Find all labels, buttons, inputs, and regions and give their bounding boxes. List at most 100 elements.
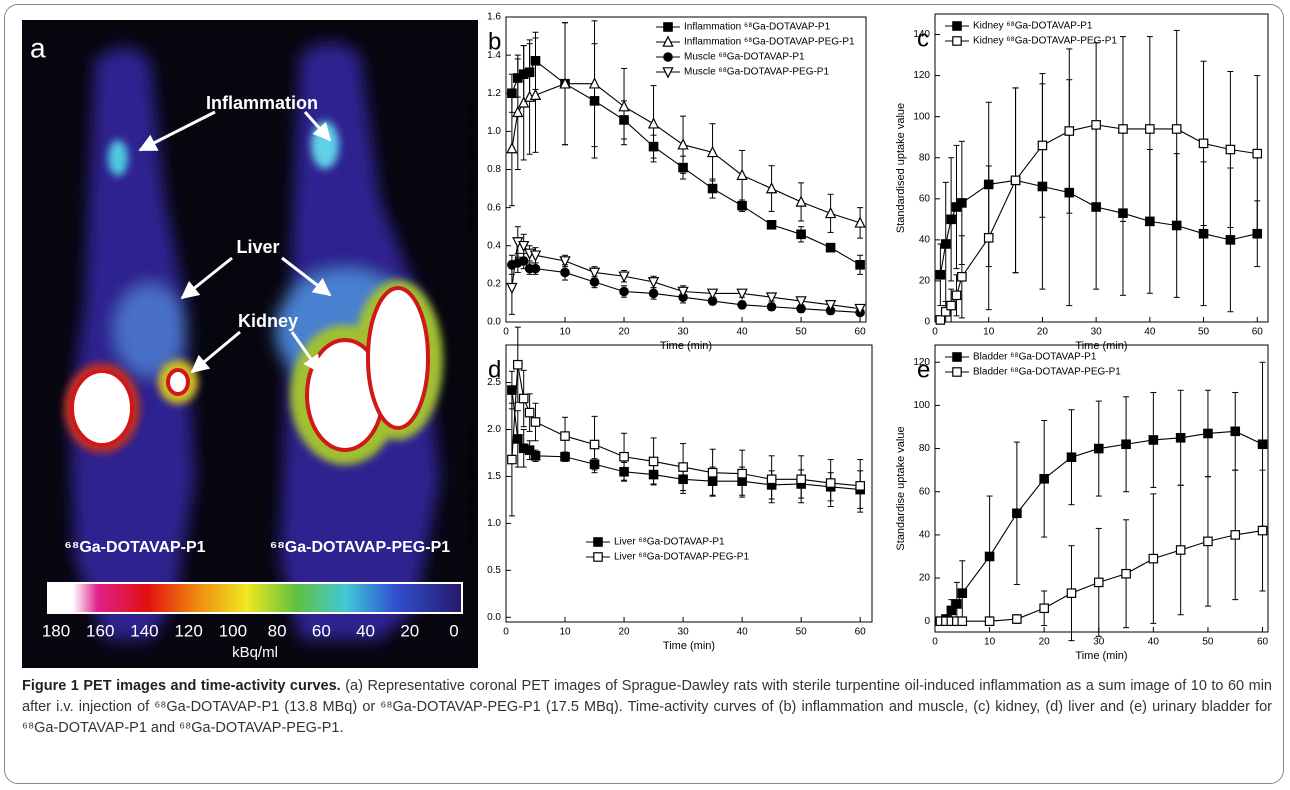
- x-tick-label: 20: [618, 327, 630, 338]
- marker: [854, 216, 866, 228]
- pet-image: a Inflammation Liver Kidney ⁶⁸Ga-DOTAVAP…: [22, 20, 478, 668]
- caption-title: Figure 1 PET images and time-activity cu…: [22, 678, 341, 694]
- chart: 0 10 20 30 40 50 60 0 20 40 60 80 100 120 140 Time (min…: [895, 13, 1269, 352]
- marker: [530, 451, 541, 461]
- marker: [619, 286, 629, 297]
- legend-label: Bladder ⁶⁸Ga-DOTAVAP-P1: [973, 352, 1097, 363]
- marker: [1175, 545, 1186, 555]
- y-tick-label: 0.5: [487, 565, 501, 576]
- y-tick-label: 1.5: [487, 471, 501, 482]
- marker: [1225, 144, 1236, 155]
- marker: [647, 117, 660, 129]
- marker: [824, 206, 837, 219]
- figure-frame: [4, 4, 1284, 784]
- y-axis-label: Standardised uptake value: [466, 104, 478, 234]
- marker: [1175, 432, 1186, 443]
- marker: [678, 462, 688, 472]
- x-tick-label: 10: [984, 637, 996, 648]
- marker: [1257, 525, 1268, 536]
- marker: [1145, 124, 1155, 134]
- compound-label: ⁶⁸Ga-DOTAVAP-P1: [64, 539, 205, 556]
- marker: [984, 616, 995, 627]
- x-tick-label: 30: [1093, 637, 1105, 648]
- colorbar-unit: kBq/ml: [232, 644, 278, 661]
- marker: [796, 229, 806, 240]
- legend-marker: [593, 552, 603, 562]
- y-tick-label: 60: [919, 193, 931, 204]
- marker: [529, 250, 542, 262]
- y-tick-label: 40: [919, 235, 931, 246]
- marker: [1037, 140, 1048, 151]
- marker: [530, 417, 541, 427]
- x-tick-label: 50: [1198, 327, 1210, 338]
- x-axis-label: Time (min): [1075, 650, 1127, 662]
- marker: [1064, 126, 1075, 136]
- figure: a Inflammation Liver Kidney ⁶⁸Ga-DOTAVAP…: [22, 12, 1269, 668]
- colorbar-tick-label: 20: [400, 621, 419, 640]
- marker: [795, 195, 807, 207]
- marker: [1257, 439, 1268, 450]
- marker: [1066, 452, 1077, 463]
- x-tick-label: 50: [1202, 637, 1214, 648]
- marker: [766, 474, 777, 485]
- y-tick-label: 0: [924, 317, 930, 328]
- marker: [940, 306, 951, 317]
- colorbar-tick-label: 60: [312, 621, 331, 640]
- marker: [1252, 148, 1263, 159]
- organ-label: Kidney: [238, 311, 298, 331]
- organ-label: Liver: [236, 237, 279, 257]
- marker: [737, 200, 747, 211]
- panel-label: c: [917, 25, 929, 52]
- axis-box: [505, 344, 873, 623]
- legend-marker: [952, 36, 962, 46]
- x-tick-label: 0: [932, 327, 938, 338]
- series-line: [511, 260, 861, 314]
- marker: [518, 96, 530, 108]
- y-tick-label: 0.6: [487, 202, 501, 213]
- marker: [1010, 175, 1021, 186]
- legend-marker: [593, 537, 603, 547]
- marker: [618, 271, 630, 283]
- x-tick-label: 30: [678, 627, 690, 638]
- chart: 0 10 20 30 40 50 60 0.0 0.5 1.0 1.5 2.0 2.5 Time (min…: [466, 326, 873, 652]
- y-tick-label: 80: [919, 443, 931, 454]
- marker: [737, 300, 747, 310]
- caption: Figure 1 PET images and time-activity cu…: [22, 676, 1272, 739]
- y-axis-label: Standardised uptake value: [895, 103, 907, 233]
- marker: [957, 272, 967, 282]
- marker: [588, 267, 601, 279]
- y-tick-label: 1.0: [487, 518, 501, 529]
- colorbar-tick-label: 40: [356, 621, 375, 640]
- marker: [855, 260, 865, 270]
- legend-marker: [663, 52, 673, 62]
- legend-marker: [662, 67, 674, 79]
- x-tick-label: 50: [796, 327, 808, 338]
- x-tick-label: 40: [737, 627, 749, 638]
- marker: [957, 198, 967, 208]
- y-tick-label: 0: [924, 616, 930, 627]
- x-tick-label: 20: [619, 627, 631, 638]
- colorbar: [47, 582, 463, 614]
- marker: [1039, 473, 1049, 484]
- marker: [559, 256, 571, 268]
- x-tick-label: 0: [503, 327, 509, 338]
- marker: [1121, 439, 1131, 450]
- y-tick-label: 140: [913, 29, 930, 40]
- marker: [984, 551, 995, 562]
- marker: [957, 588, 968, 598]
- y-tick-label: 100: [913, 111, 930, 122]
- marker: [983, 233, 994, 243]
- marker: [957, 616, 968, 627]
- marker: [940, 239, 951, 249]
- y-tick-label: 20: [919, 573, 931, 584]
- legend-label: Muscle ⁶⁸Ga-DOTAVAP-P1: [684, 52, 805, 63]
- colorbar-tick-label: 0: [449, 621, 458, 640]
- marker: [589, 439, 600, 450]
- x-tick-label: 40: [1144, 327, 1156, 338]
- marker: [795, 296, 807, 308]
- marker: [946, 214, 956, 225]
- marker: [588, 77, 601, 89]
- colorbar-tick-label: 140: [130, 621, 158, 640]
- marker: [512, 105, 524, 118]
